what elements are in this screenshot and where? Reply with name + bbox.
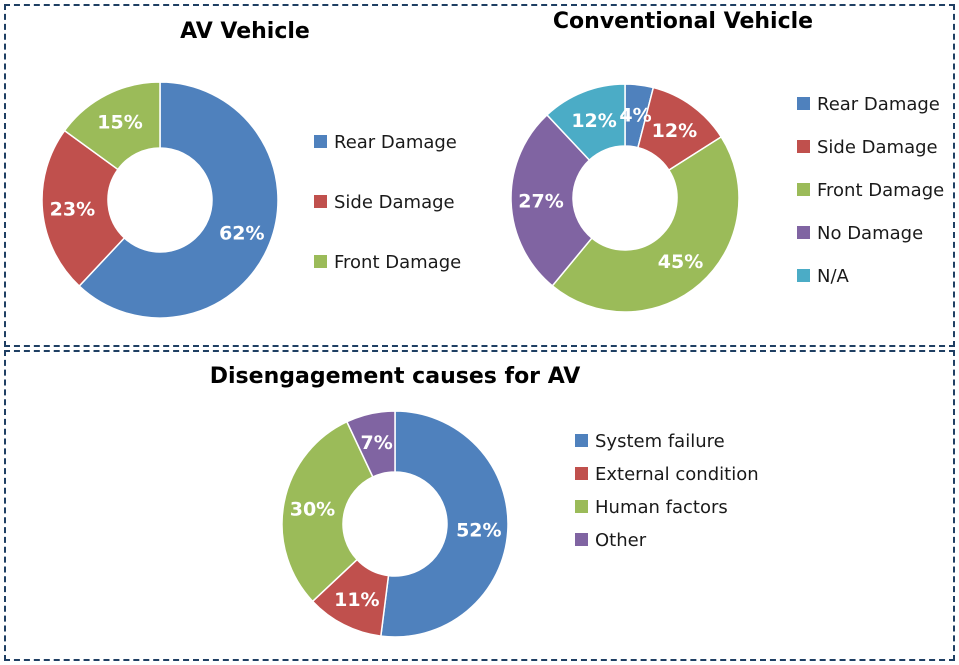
legend: Rear Damage Side Damage Front Damage: [314, 132, 461, 273]
chart-conventional-vehicle: Conventional Vehicle 4%12% 45% 27% 12% Rear…: [510, 9, 944, 313]
data-label-no-damage: 27%: [518, 191, 563, 213]
data-label-n-a: 12%: [571, 110, 616, 132]
legend-label-no-damage: No Damage: [817, 223, 923, 244]
legend-label-other: Other: [595, 530, 647, 551]
data-label-front-damage: 15%: [97, 112, 142, 134]
legend-swatch-rear-damage: [797, 97, 810, 110]
legend-swatch-other: [575, 533, 588, 546]
slice-system-failure: [379, 410, 509, 638]
bottom-panel: [4, 350, 955, 661]
slice-other: [345, 410, 396, 478]
donut-slices: [41, 81, 279, 319]
legend-label-n-a: N/A: [817, 266, 850, 287]
data-label-system-failure: 52%: [456, 519, 501, 541]
slice-front-damage: [63, 81, 161, 171]
donut-labels: 4%12% 45% 27% 12%: [518, 105, 703, 273]
legend-label-side-damage: Side Damage: [817, 137, 938, 158]
legend-swatch-side-damage: [797, 140, 810, 153]
legend-swatch-front-damage: [797, 183, 810, 196]
legend-swatch-no-damage: [797, 226, 810, 239]
legend-swatch-system-failure: [575, 434, 588, 447]
data-label-front-damage: 45%: [658, 251, 703, 273]
donut-slices: [281, 410, 509, 638]
data-label-rear-damage: 4%: [619, 105, 651, 127]
data-label-other: 7%: [361, 432, 393, 454]
chart-title: Conventional Vehicle: [553, 9, 813, 34]
data-label-side-damage: 23%: [50, 198, 95, 220]
legend-swatch-side-damage: [314, 195, 327, 208]
slice-n-a: [545, 83, 626, 162]
legend-label-front-damage: Front Damage: [334, 252, 461, 273]
legend-swatch-external-condition: [575, 467, 588, 480]
slice-no-damage: [510, 113, 593, 287]
legend-swatch-rear-damage: [314, 135, 327, 148]
chart-title: Disengagement causes for AV: [210, 364, 581, 389]
legend-label-system-failure: System failure: [595, 431, 725, 452]
legend-label-side-damage: Side Damage: [334, 192, 455, 213]
chart-disengagement-causes: Disengagement causes for AV 52%11%30%7% …: [210, 364, 759, 638]
chart-title: AV Vehicle: [180, 19, 310, 44]
legend-swatch-front-damage: [314, 255, 327, 268]
top-panel: [4, 4, 955, 347]
legend-swatch-n-a: [797, 269, 810, 282]
legend-label-front-damage: Front Damage: [817, 180, 944, 201]
data-label-rear-damage: 62%: [219, 222, 264, 244]
slice-human-factors: [281, 420, 374, 603]
data-label-side-damage: 12%: [652, 120, 697, 142]
donut-slices: [510, 83, 740, 313]
donut-labels: 62% 23% 15%: [50, 112, 265, 245]
legend-label-human-factors: Human factors: [595, 497, 728, 518]
donut-labels: 52% 11% 30% 7%: [290, 432, 502, 611]
slice-rear-damage: [78, 81, 279, 319]
slice-side-damage: [41, 129, 126, 288]
legend-swatch-human-factors: [575, 500, 588, 513]
chart-av-vehicle: AV Vehicle 62% 23% 15% Rear Damage Side Dam…: [41, 19, 461, 319]
legend-label-external-condition: External condition: [595, 464, 759, 485]
legend-label-rear-damage: Rear Damage: [817, 94, 940, 115]
legend: System failure External condition Human fa…: [575, 431, 759, 551]
legend: Rear Damage Side Damage Front Damage No Dam…: [797, 94, 944, 287]
slice-front-damage: [551, 135, 740, 313]
data-label-human-factors: 30%: [290, 498, 335, 520]
data-label-external-condition: 11%: [334, 589, 379, 611]
legend-label-rear-damage: Rear Damage: [334, 132, 457, 153]
